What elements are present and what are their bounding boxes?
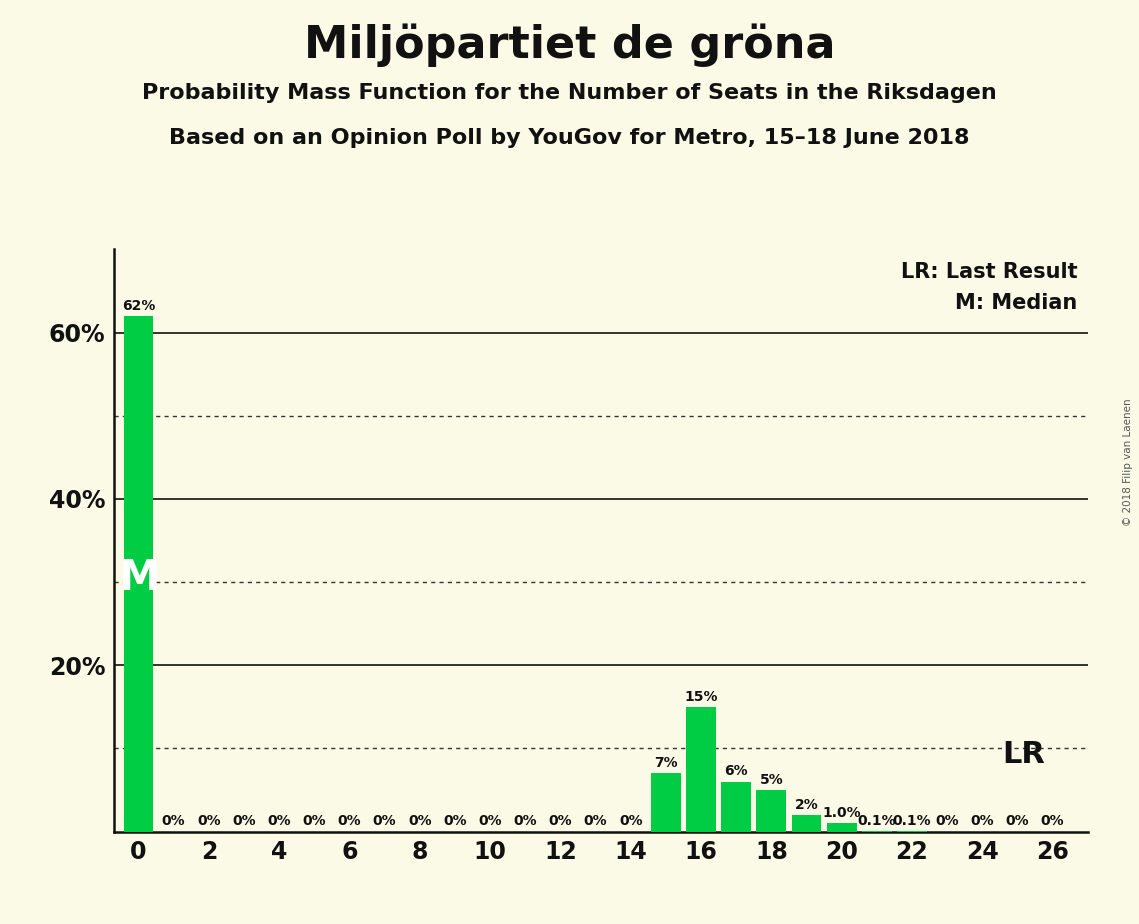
Bar <box>827 823 857 832</box>
Text: 0.1%: 0.1% <box>858 814 896 828</box>
Text: 0%: 0% <box>408 814 432 828</box>
Text: 0%: 0% <box>232 814 256 828</box>
Text: 0%: 0% <box>162 814 186 828</box>
Text: 0%: 0% <box>618 814 642 828</box>
Bar <box>721 782 751 832</box>
Text: 6%: 6% <box>724 764 748 778</box>
Text: 0%: 0% <box>514 814 538 828</box>
Text: Probability Mass Function for the Number of Seats in the Riksdagen: Probability Mass Function for the Number… <box>142 83 997 103</box>
Bar <box>756 790 786 832</box>
Text: 0%: 0% <box>1041 814 1065 828</box>
Text: 0%: 0% <box>478 814 502 828</box>
Text: 15%: 15% <box>685 689 718 703</box>
Text: 0%: 0% <box>268 814 290 828</box>
Text: 0%: 0% <box>443 814 467 828</box>
Text: 0%: 0% <box>935 814 959 828</box>
Text: M: Median: M: Median <box>954 293 1077 312</box>
Text: 0%: 0% <box>372 814 396 828</box>
Text: 1.0%: 1.0% <box>822 806 861 820</box>
Text: 0%: 0% <box>337 814 361 828</box>
Bar <box>686 707 716 832</box>
Text: 2%: 2% <box>795 797 818 811</box>
Text: 0%: 0% <box>970 814 994 828</box>
Text: 5%: 5% <box>760 772 784 786</box>
Text: 0%: 0% <box>583 814 607 828</box>
Bar <box>650 773 681 832</box>
Text: 62%: 62% <box>122 298 155 312</box>
Text: M: M <box>117 557 159 599</box>
Text: LR: LR <box>1002 740 1046 769</box>
Text: 0%: 0% <box>549 814 572 828</box>
Text: 0.1%: 0.1% <box>893 814 932 828</box>
Text: Miljöpartiet de gröna: Miljöpartiet de gröna <box>304 23 835 67</box>
Bar <box>792 815 821 832</box>
Text: 7%: 7% <box>654 756 678 770</box>
Text: LR: Last Result: LR: Last Result <box>901 262 1077 282</box>
Text: 0%: 0% <box>1006 814 1030 828</box>
Text: Based on an Opinion Poll by YouGov for Metro, 15–18 June 2018: Based on an Opinion Poll by YouGov for M… <box>170 128 969 148</box>
Text: 0%: 0% <box>197 814 221 828</box>
Text: © 2018 Filip van Laenen: © 2018 Filip van Laenen <box>1123 398 1133 526</box>
Text: 0%: 0% <box>303 814 326 828</box>
Bar <box>123 316 154 832</box>
